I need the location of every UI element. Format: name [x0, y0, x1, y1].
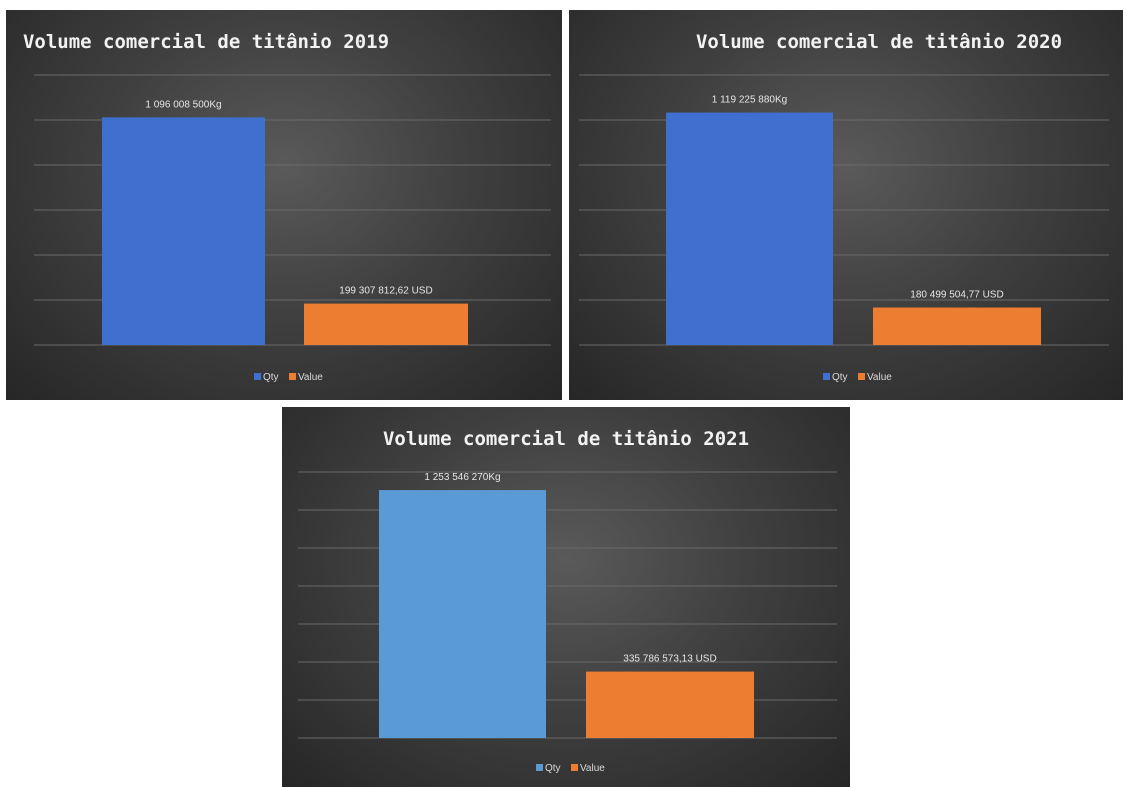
legend-swatch-qty — [254, 373, 261, 380]
legend-label-qty: Qty — [263, 372, 279, 383]
data-label-qty: 1 119 225 880Kg — [712, 95, 787, 106]
bar-qty — [379, 490, 546, 738]
legend-label-value: Value — [867, 372, 892, 383]
bar-value — [873, 307, 1041, 345]
legend-swatch-value — [571, 764, 578, 771]
legend-swatch-qty — [536, 764, 543, 771]
chart-panel-2019: Volume comercial de titânio 2019 1 096 00… — [6, 10, 562, 400]
bar-value — [586, 671, 754, 738]
legend-label-qty: Qty — [832, 372, 848, 383]
bar-value — [304, 303, 468, 345]
data-label-qty: 1 096 008 500Kg — [145, 99, 221, 110]
legend-swatch-qty — [823, 373, 830, 380]
chart-title: Volume comercial de titânio 2021 — [383, 428, 749, 450]
data-label-qty: 1 253 546 270Kg — [424, 472, 500, 483]
data-label-value: 180 499 504,77 USD — [910, 290, 1003, 301]
chart-svg: Volume comercial de titânio 2019 1 096 00… — [23, 31, 551, 383]
bar-qty — [666, 112, 833, 345]
chart-title: Volume comercial de titânio 2019 — [23, 31, 389, 53]
legend-swatch-value — [858, 373, 865, 380]
chart-panel-2021: Volume comercial de titânio 2021 1 253 54… — [282, 407, 850, 787]
legend-label-value: Value — [580, 763, 605, 774]
legend-label-qty: Qty — [545, 763, 561, 774]
chart-svg: Volume comercial de titânio 2020 1 119 22… — [579, 31, 1109, 383]
chart-panel-2020: Volume comercial de titânio 2020 1 119 22… — [569, 10, 1123, 400]
chart-svg: Volume comercial de titânio 2021 1 253 54… — [298, 428, 837, 774]
legend-swatch-value — [289, 373, 296, 380]
legend-label-value: Value — [298, 372, 323, 383]
data-label-value: 199 307 812,62 USD — [339, 286, 432, 297]
bar-qty — [102, 117, 265, 345]
chart-title: Volume comercial de titânio 2020 — [696, 31, 1062, 53]
data-label-value: 335 786 573,13 USD — [623, 654, 716, 665]
